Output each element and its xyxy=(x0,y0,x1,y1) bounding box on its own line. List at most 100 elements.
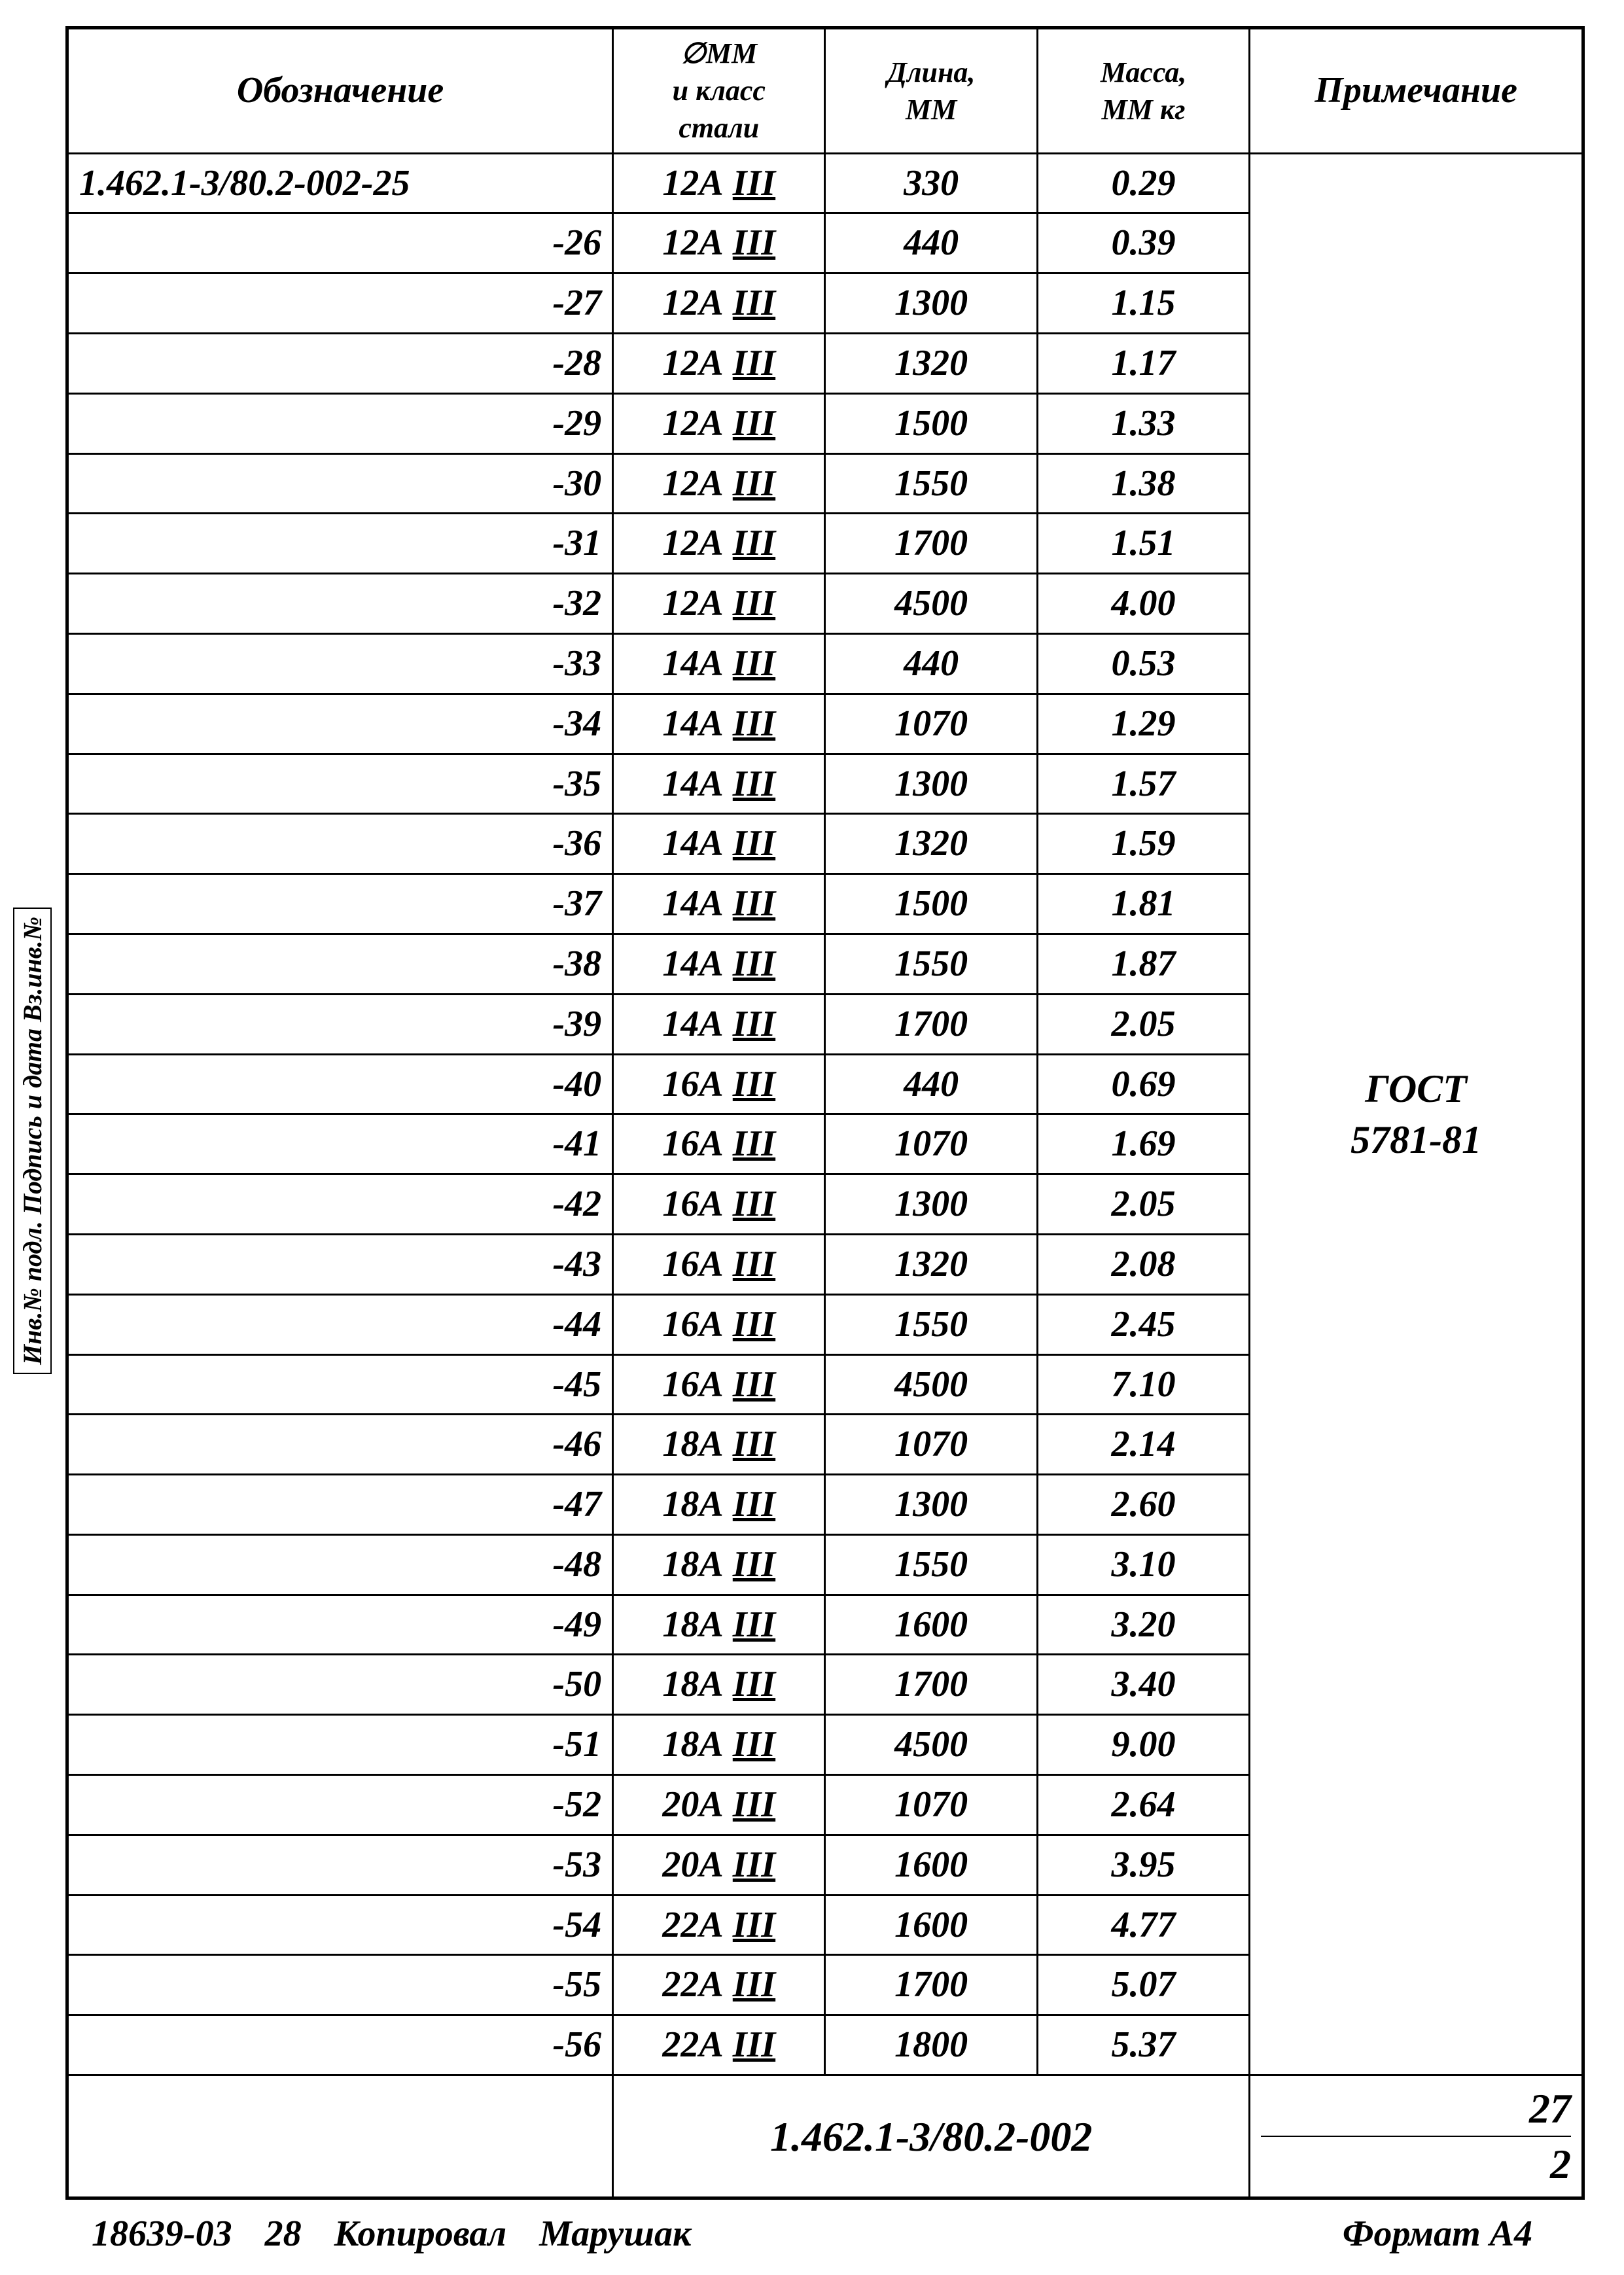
cell-designation: -41 xyxy=(67,1114,613,1174)
cell-class: 12А III xyxy=(613,514,825,574)
bottom-copied: Копировал xyxy=(334,2213,507,2255)
cell-mass: 3.10 xyxy=(1037,1534,1249,1595)
cell-mass: 0.69 xyxy=(1037,1054,1249,1114)
cell-designation: -35 xyxy=(67,754,613,814)
cell-mass: 5.07 xyxy=(1037,1955,1249,2015)
cell-length: 1550 xyxy=(825,1294,1037,1354)
cell-length: 1600 xyxy=(825,1895,1037,1955)
cell-designation: -49 xyxy=(67,1595,613,1655)
cell-class: 20А III xyxy=(613,1775,825,1835)
cell-length: 4500 xyxy=(825,1354,1037,1415)
cell-class: 18А III xyxy=(613,1655,825,1715)
bottom-num: 18639-03 xyxy=(92,2213,232,2255)
cell-designation: -55 xyxy=(67,1955,613,2015)
cell-designation: 1.462.1-3/80.2-002-25 xyxy=(67,153,613,213)
cell-mass: 1.87 xyxy=(1037,934,1249,994)
cell-designation: -26 xyxy=(67,213,613,273)
cell-length: 1320 xyxy=(825,1234,1037,1294)
cell-class: 16А III xyxy=(613,1114,825,1174)
cell-length: 1300 xyxy=(825,754,1037,814)
cell-mass: 3.95 xyxy=(1037,1835,1249,1895)
cell-class: 14А III xyxy=(613,694,825,754)
cell-length: 1600 xyxy=(825,1835,1037,1895)
header-note: Примечание xyxy=(1250,28,1583,154)
cell-mass: 0.53 xyxy=(1037,633,1249,694)
cell-mass: 0.39 xyxy=(1037,213,1249,273)
cell-length: 1550 xyxy=(825,453,1037,514)
cell-designation: -31 xyxy=(67,514,613,574)
cell-mass: 1.38 xyxy=(1037,453,1249,514)
cell-mass: 7.10 xyxy=(1037,1354,1249,1415)
cell-mass: 2.45 xyxy=(1037,1294,1249,1354)
cell-length: 1070 xyxy=(825,694,1037,754)
cell-mass: 2.60 xyxy=(1037,1475,1249,1535)
cell-designation: -47 xyxy=(67,1475,613,1535)
cell-length: 1070 xyxy=(825,1775,1037,1835)
footer-corner: 27 xyxy=(1261,2081,1571,2137)
cell-mass: 1.51 xyxy=(1037,514,1249,574)
cell-length: 1300 xyxy=(825,1475,1037,1535)
cell-designation: -39 xyxy=(67,994,613,1054)
cell-designation: -52 xyxy=(67,1775,613,1835)
cell-length: 1550 xyxy=(825,934,1037,994)
cell-class: 14А III xyxy=(613,633,825,694)
cell-mass: 1.81 xyxy=(1037,874,1249,934)
cell-designation: -51 xyxy=(67,1715,613,1775)
cell-length: 1320 xyxy=(825,814,1037,874)
cell-designation: -43 xyxy=(67,1234,613,1294)
cell-class: 12А III xyxy=(613,393,825,453)
cell-length: 1700 xyxy=(825,1655,1037,1715)
cell-class: 22А III xyxy=(613,2015,825,2075)
cell-class: 12А III xyxy=(613,153,825,213)
cell-designation: -34 xyxy=(67,694,613,754)
cell-class: 18А III xyxy=(613,1475,825,1535)
cell-designation: -36 xyxy=(67,814,613,874)
cell-designation: -44 xyxy=(67,1294,613,1354)
cell-designation: -33 xyxy=(67,633,613,694)
cell-mass: 0.29 xyxy=(1037,153,1249,213)
header-class: ∅ММ и класс стали xyxy=(613,28,825,154)
cell-mass: 2.64 xyxy=(1037,1775,1249,1835)
cell-class: 14А III xyxy=(613,814,825,874)
cell-mass: 4.00 xyxy=(1037,574,1249,634)
cell-class: 16А III xyxy=(613,1354,825,1415)
cell-length: 1070 xyxy=(825,1114,1037,1174)
cell-mass: 1.59 xyxy=(1037,814,1249,874)
cell-class: 18А III xyxy=(613,1595,825,1655)
cell-mass: 9.00 xyxy=(1037,1715,1249,1775)
cell-mass: 4.77 xyxy=(1037,1895,1249,1955)
cell-length: 1700 xyxy=(825,1955,1037,2015)
footer-page-box: 27 2 xyxy=(1250,2075,1583,2198)
cell-mass: 5.37 xyxy=(1037,2015,1249,2075)
cell-class: 12А III xyxy=(613,453,825,514)
cell-class: 12А III xyxy=(613,333,825,393)
cell-length: 1600 xyxy=(825,1595,1037,1655)
cell-mass: 2.08 xyxy=(1037,1234,1249,1294)
table-body: 1.462.1-3/80.2-002-2512А III3300.29ГОСТ5… xyxy=(67,153,1583,2075)
cell-length: 1500 xyxy=(825,393,1037,453)
cell-class: 14А III xyxy=(613,754,825,814)
cell-class: 16А III xyxy=(613,1054,825,1114)
cell-class: 22А III xyxy=(613,1955,825,2015)
cell-designation: -42 xyxy=(67,1174,613,1235)
cell-class: 18А III xyxy=(613,1715,825,1775)
cell-mass: 1.29 xyxy=(1037,694,1249,754)
cell-designation: -32 xyxy=(67,574,613,634)
cell-designation: -30 xyxy=(67,453,613,514)
cell-mass: 1.15 xyxy=(1037,273,1249,334)
bottom-name: Марушак xyxy=(539,2213,691,2255)
cell-designation: -56 xyxy=(67,2015,613,2075)
cell-mass: 3.20 xyxy=(1037,1595,1249,1655)
table-row: 1.462.1-3/80.2-002-2512А III3300.29ГОСТ5… xyxy=(67,153,1583,213)
cell-length: 440 xyxy=(825,1054,1037,1114)
cell-length: 440 xyxy=(825,633,1037,694)
cell-class: 14А III xyxy=(613,994,825,1054)
cell-designation: -38 xyxy=(67,934,613,994)
cell-designation: -27 xyxy=(67,273,613,334)
cell-designation: -28 xyxy=(67,333,613,393)
cell-length: 4500 xyxy=(825,574,1037,634)
cell-class: 16А III xyxy=(613,1174,825,1235)
footer-page: 2 xyxy=(1261,2137,1571,2191)
cell-length: 1320 xyxy=(825,333,1037,393)
cell-mass: 3.40 xyxy=(1037,1655,1249,1715)
